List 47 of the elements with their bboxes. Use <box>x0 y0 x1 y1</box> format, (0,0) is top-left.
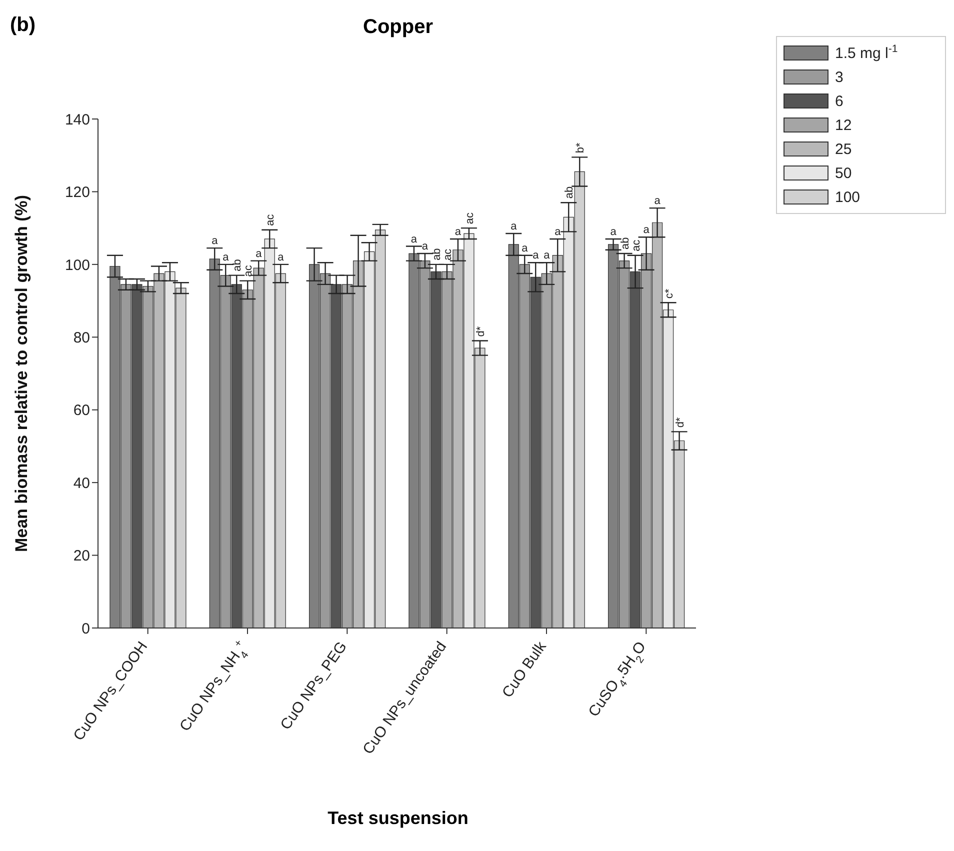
y-tick-label: 40 <box>73 474 90 492</box>
data-label: ac <box>442 248 454 260</box>
data-label: a <box>643 224 650 236</box>
legend-label: 50 <box>835 165 852 182</box>
data-label: ab <box>564 186 576 199</box>
data-label: a <box>410 233 418 246</box>
data-label: a <box>278 251 285 264</box>
data-label: a <box>544 250 551 262</box>
data-label: a <box>222 251 230 264</box>
data-label: a <box>654 195 662 208</box>
data-label: a <box>610 226 618 238</box>
data-label: d* <box>674 416 686 428</box>
data-label: ac <box>464 212 476 224</box>
data-label: ac <box>630 239 642 252</box>
data-label: b* <box>574 142 587 154</box>
y-tick-label: 100 <box>64 256 90 274</box>
text: (b) <box>10 14 36 37</box>
data-label: a <box>522 242 529 254</box>
data-label: a <box>532 250 540 262</box>
legend-label: 1.5 mg l$^{-1}$ <box>835 43 898 62</box>
data-label: a <box>454 226 462 238</box>
data-label: ab <box>232 259 244 272</box>
data-label: a <box>510 220 518 233</box>
data-label: a <box>422 240 429 253</box>
data-label: a <box>212 235 219 248</box>
legend-label: 25 <box>835 141 852 158</box>
data-label: ac <box>242 264 255 277</box>
y-tick-label: 120 <box>64 184 90 202</box>
x-axis-title: Test suspension <box>326 808 470 829</box>
legend-label: 3 <box>835 69 844 86</box>
data-label: d* <box>474 326 487 337</box>
data-label: ac <box>264 214 277 226</box>
y-tick-label: 20 <box>73 548 90 565</box>
legend-label: 6 <box>835 93 844 110</box>
data-label: c* <box>663 288 676 299</box>
y-tick-label: 0 <box>82 620 90 638</box>
legend-label: 12 <box>835 117 852 134</box>
y-tick-label: 140 <box>64 111 90 128</box>
data-label: a <box>256 248 263 260</box>
y-tick-label: 80 <box>73 329 90 346</box>
y-tick-label: 60 <box>73 402 90 420</box>
data-label: a <box>554 226 562 238</box>
y-axis-title: Mean biomass relative to control growth (%) <box>12 194 32 552</box>
chart-title: Copper <box>362 16 434 39</box>
legend-label: 100 <box>835 189 860 206</box>
data-label: ab <box>619 237 632 250</box>
data-label: ab <box>430 248 443 260</box>
